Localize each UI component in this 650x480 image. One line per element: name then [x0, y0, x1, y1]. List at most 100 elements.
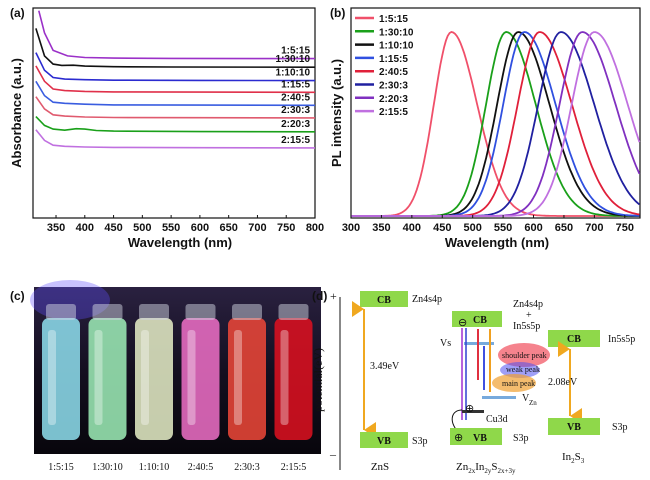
legend-label-5: 2:30:3 — [379, 81, 408, 92]
vial-4 — [228, 318, 266, 440]
x-tick-label-b-1: 350 — [372, 222, 390, 234]
x-tick-label-a-0: 350 — [47, 222, 65, 234]
x-tick-label-b-2: 400 — [403, 222, 421, 234]
legend-label-0: 1:5:15 — [379, 14, 408, 25]
zis-vb-orbital: S3p — [513, 433, 529, 444]
vials — [42, 304, 313, 440]
vzn-level — [482, 396, 516, 399]
zis-in: In — [475, 461, 485, 473]
zis-formula: Zn2xIn2yS2x+3y — [456, 461, 516, 475]
vial-cap-2 — [139, 304, 169, 320]
x-tick-label-a-7: 700 — [248, 222, 266, 234]
in2s3-in: In — [562, 451, 572, 463]
vial-0 — [42, 318, 80, 440]
vial-highlight-3 — [187, 330, 196, 425]
main-peak-glow — [492, 374, 536, 392]
legend-label-7: 2:15:5 — [379, 107, 408, 118]
x-axis-ticks-a: 350 400 450 500 550 600 650 700 750 800 — [47, 215, 324, 234]
vial-highlight-1 — [94, 330, 103, 425]
absorbance-curve-5 — [35, 96, 316, 119]
x-tick-label-a-2: 450 — [104, 222, 122, 234]
vial-cap-0 — [46, 304, 76, 320]
x-tick-label-b-6: 600 — [524, 222, 542, 234]
absorbance-curve-7 — [35, 129, 316, 149]
zis-vb-label: VB — [473, 433, 487, 444]
curve-label-6: 2:20:3 — [281, 119, 310, 130]
panel-b-label: (b) — [330, 6, 345, 20]
zns-vb-band — [360, 432, 408, 448]
legend-label-4: 2:40:5 — [379, 67, 408, 78]
photo-background — [34, 287, 321, 454]
curve-label-2: 1:10:10 — [276, 68, 311, 79]
cu3d-level — [462, 410, 484, 413]
x-tick-label-b-9: 750 — [616, 222, 634, 234]
zns-vb-orbital: S3p — [412, 436, 428, 447]
vs-label: Vs — [440, 338, 451, 349]
vial-cap-3 — [185, 304, 216, 320]
zis-zn-sub: 2x — [468, 467, 476, 475]
panel-a-label: (a) — [10, 6, 25, 20]
x-tick-label-a-8: 750 — [277, 222, 295, 234]
zis-s-sub: 2x+3y — [498, 467, 516, 475]
curve-label-7: 2:15:5 — [281, 135, 310, 146]
curve-label-0: 1:5:15 — [281, 46, 310, 57]
x-tick-label-b-7: 650 — [555, 222, 573, 234]
vial-label-0: 1:5:15 — [48, 462, 74, 473]
absorbance-curve-3 — [35, 65, 316, 94]
vial-label-5: 2:15:5 — [281, 462, 307, 473]
absorbance-curve-1 — [35, 28, 316, 68]
minus-label: – — [329, 447, 337, 461]
vial-label-3: 2:40:5 — [188, 462, 214, 473]
vial-highlight-0 — [48, 330, 56, 425]
vial-5 — [274, 318, 313, 440]
vzn-label: V — [522, 393, 530, 404]
x-tick-label-b-0: 300 — [342, 222, 360, 234]
curve-label-5: 2:30:3 — [281, 105, 310, 116]
absorbance-curves — [35, 10, 316, 149]
zis-cb-orbital-1: Zn4s4p — [513, 299, 543, 310]
absorbance-labels: 1:5:151:30:10 1:10:101:15:5 2:40:5 2:30:3 2:… — [276, 46, 311, 146]
panel-c: (c) 1:5:15 1:30:10 1:10:10 2:40:5 2:30:3 2:15… — [10, 280, 321, 473]
hole-symbol: ⊕ — [454, 432, 463, 444]
curve-label-4: 2:40:5 — [281, 92, 310, 103]
in2s3-formula: In2S3 — [562, 451, 585, 465]
absorbance-curve-6 — [35, 116, 316, 133]
cu3d-label: Cu3d — [486, 414, 508, 425]
shoulder-peak-glow — [498, 343, 550, 367]
y-axis-title-b: PL intensity (a.u.) — [329, 59, 344, 167]
vial-highlight-5 — [280, 330, 289, 425]
plot-frame-b — [350, 7, 641, 219]
x-tick-label-a-1: 400 — [76, 222, 94, 234]
vial-label-1: 1:30:10 — [92, 462, 123, 473]
x-tick-label-a-4: 550 — [162, 222, 180, 234]
panel-d-label: (d) — [312, 289, 327, 303]
absorbance-curve-2 — [35, 52, 316, 82]
zns-vb-label: VB — [377, 436, 391, 447]
vial-label-4: 2:30:3 — [234, 462, 260, 473]
zis-cb-label: CB — [473, 315, 487, 326]
legend-label-6: 2:20:3 — [379, 94, 408, 105]
in2s3-sub-3: 3 — [581, 457, 585, 465]
plot-frame-a — [32, 7, 316, 219]
x-tick-label-b-5: 550 — [494, 222, 512, 234]
vial-cap-1 — [92, 304, 123, 320]
absorbance-curve-4 — [35, 80, 316, 107]
zis-vb-band — [450, 428, 502, 445]
main-peak-label: main peak — [502, 379, 535, 388]
legend-label-2: 1:10:10 — [379, 41, 414, 52]
vial-highlight-4 — [234, 330, 242, 425]
x-axis-title-a: Wavelength (nm) — [128, 235, 232, 250]
vial-label-2: 1:10:10 — [139, 462, 170, 473]
x-tick-label-b-3: 450 — [433, 222, 451, 234]
legend-b: 1:5:15 1:30:10 1:10:10 1:15:5 2:40:5 2:30:3 2:… — [355, 14, 414, 118]
in2s3-s: S — [575, 451, 581, 463]
x-tick-label-b-4: 500 — [464, 222, 482, 234]
zis-zn: Zn — [456, 461, 469, 473]
zis-cb-band — [452, 311, 502, 327]
legend-label-1: 1:30:10 — [379, 27, 414, 38]
x-tick-label-a-9: 800 — [306, 222, 324, 234]
hole-symbol-cu: ⊕ — [465, 403, 474, 415]
y-axis-title-a: Absorbance (a.u.) — [9, 58, 24, 168]
in2s3-cb-label: CB — [567, 334, 581, 345]
